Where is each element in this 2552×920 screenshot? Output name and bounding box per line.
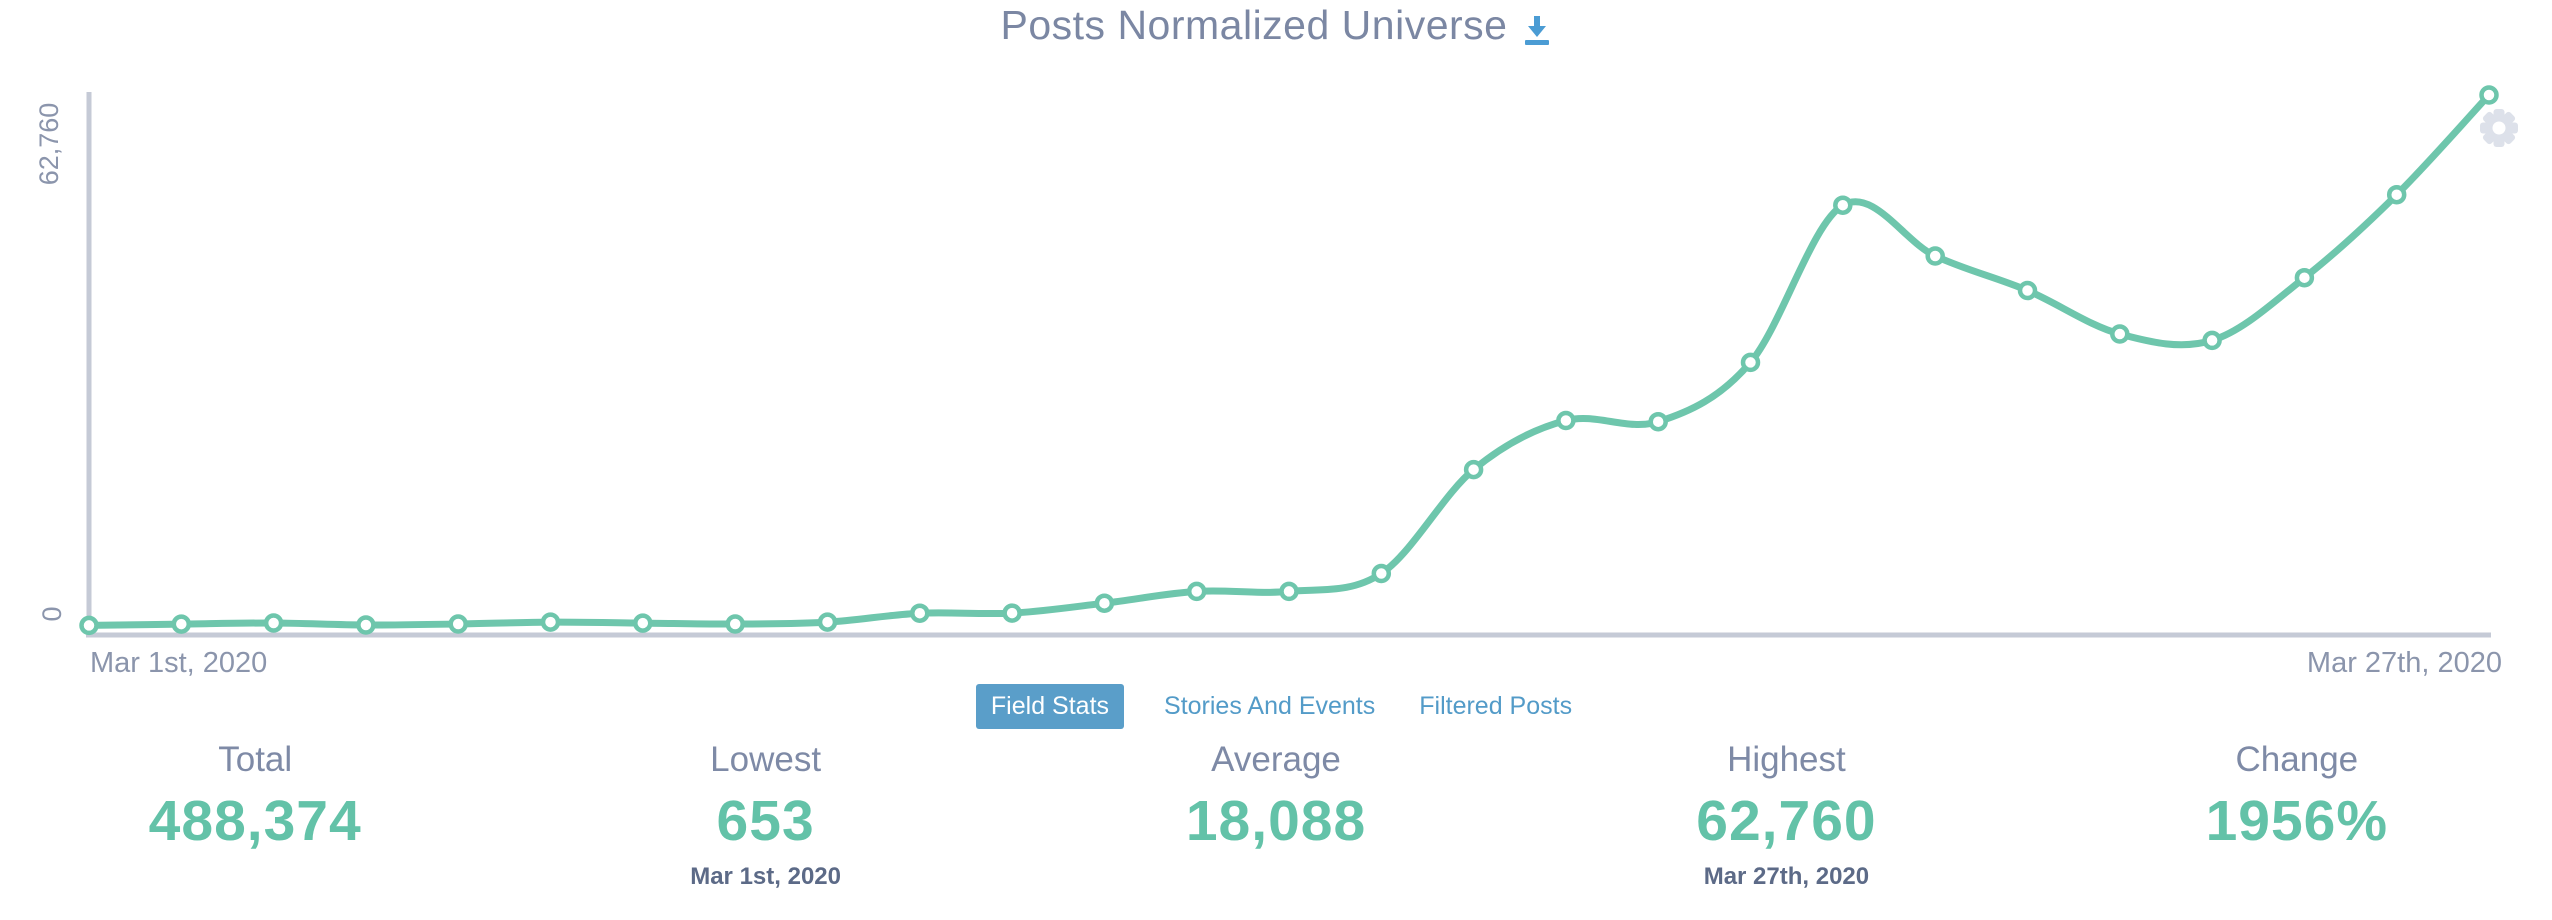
chart-header: Posts Normalized Universe [0,2,2552,49]
stat-label: Average [1211,740,1341,779]
line-chart: 62,760 0 Mar 1st, 2020 Mar 27th, 2020 [34,85,2518,679]
data-point[interactable] [1740,352,1761,373]
tab-filtered-posts[interactable]: Filtered Posts [1419,692,1573,720]
data-point[interactable] [910,603,930,623]
data-point[interactable] [540,612,561,632]
stat-date [1021,863,1531,891]
stat-date [2042,863,2552,891]
stat-date [0,863,510,891]
page-title: Posts Normalized Universe [1000,2,1508,48]
data-point[interactable] [356,615,376,635]
stats-row: Total 488,374 Lowest 653 Mar 1st, 2020 A… [0,740,2552,891]
data-point[interactable] [2294,267,2315,288]
data-point[interactable] [1186,581,1207,602]
data-point[interactable] [1002,603,1022,623]
data-point[interactable] [1556,410,1576,431]
stat-average: Average 18,088 [1021,740,1531,891]
tab-stories-and-events[interactable]: Stories And Events [1164,692,1376,720]
stat-date: Mar 1st, 2020 [690,863,841,890]
y-axis-zero-label: 0 [37,606,67,621]
stat-label: Highest [1727,740,1846,779]
stat-value: 488,374 [148,789,362,853]
data-point[interactable] [263,613,284,633]
series-line [85,91,2493,629]
stat-label: Change [2235,740,2359,779]
data-point[interactable] [2017,280,2038,301]
tab-field-stats[interactable]: Field Stats [975,684,1125,729]
gear-icon[interactable] [2480,109,2518,147]
data-point[interactable] [633,613,653,633]
y-axis-max-label: 62,760 [34,103,64,186]
stat-date: Mar 27th, 2020 [1703,863,1870,890]
data-point[interactable] [171,614,192,634]
data-points [79,85,2499,636]
x-axis-start-label: Mar 1st, 2020 [90,647,267,679]
data-point[interactable] [1279,581,1299,602]
data-point[interactable] [1648,411,1668,432]
stat-label: Lowest [710,740,822,779]
data-point[interactable] [79,615,99,636]
data-point[interactable] [725,614,745,634]
stat-value: 1956% [2205,789,2389,853]
data-point[interactable] [1833,195,1853,215]
data-point[interactable] [1371,563,1392,584]
download-icon[interactable] [1523,14,1551,46]
data-point[interactable] [448,614,468,634]
stat-highest: Highest 62,760 Mar 27th, 2020 [1531,740,2041,891]
data-point[interactable] [817,612,838,632]
stat-value: 653 [716,789,815,853]
data-point[interactable] [1925,246,1945,266]
data-point[interactable] [2110,324,2130,344]
stat-value: 18,088 [1185,789,1367,853]
stat-lowest: Lowest 653 Mar 1st, 2020 [510,740,1020,891]
data-point[interactable] [2479,85,2499,105]
x-axis-end-label: Mar 27th, 2020 [2307,647,2502,679]
stat-label: Total [218,740,293,779]
stat-change: Change 1956% [2042,740,2552,891]
stat-value: 62,760 [1696,789,1877,853]
stat-total: Total 488,374 [0,740,510,891]
data-point[interactable] [1094,593,1115,613]
data-point[interactable] [1463,459,1484,480]
chart-tabs: Field Stats Stories And Events Filtered … [0,684,2552,729]
data-point[interactable] [2202,330,2222,351]
data-point[interactable] [2386,184,2407,205]
